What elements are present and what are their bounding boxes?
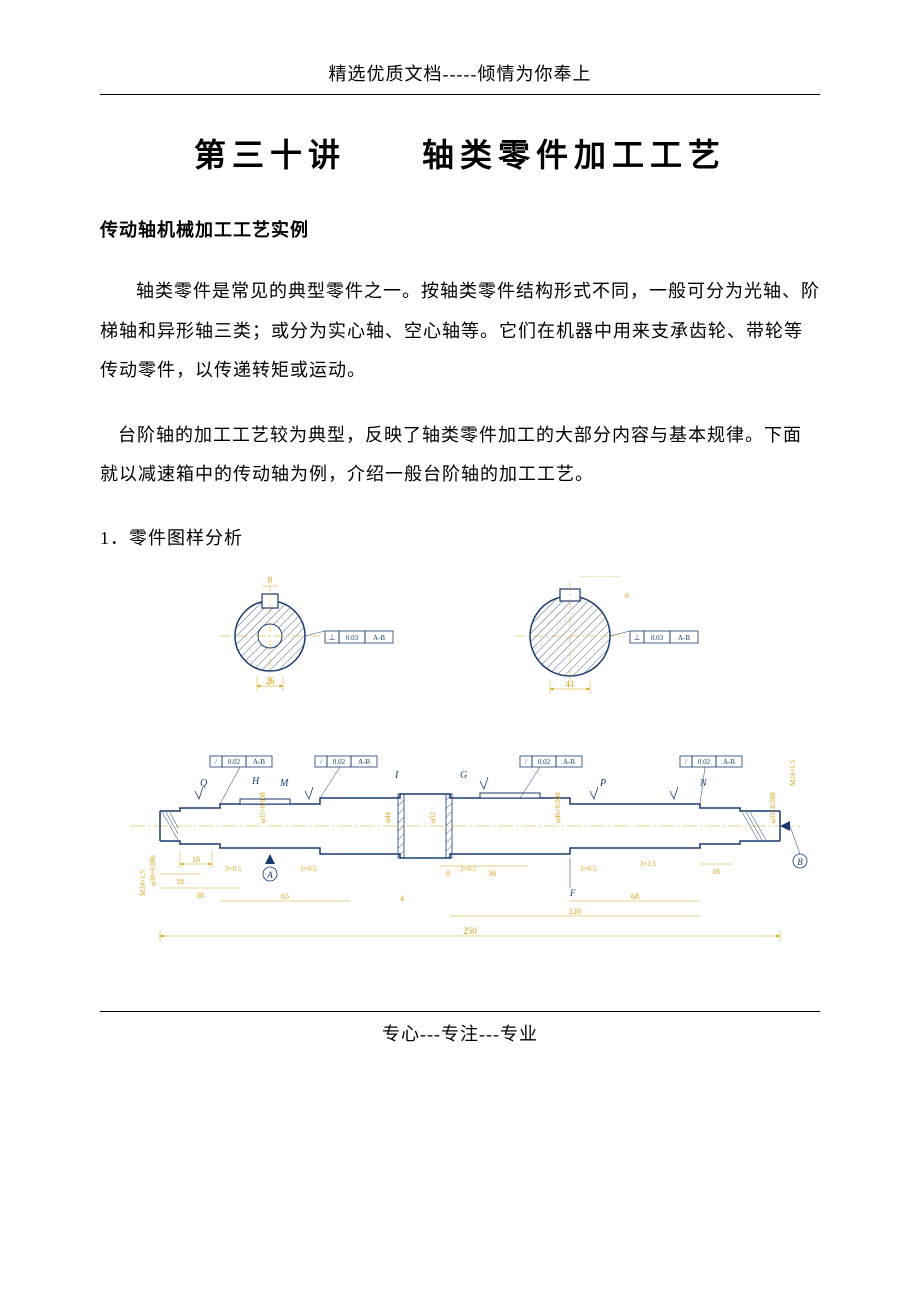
svg-text:φ52: φ52 [429, 811, 437, 823]
svg-text:A-B: A-B [678, 634, 690, 642]
svg-text:16: 16 [712, 867, 720, 876]
svg-text:26: 26 [266, 676, 276, 686]
svg-text:/: / [215, 758, 217, 766]
svg-text:G: G [460, 770, 467, 781]
subsection-heading: 1．零件图样分析 [100, 520, 820, 556]
svg-text:3×0.5: 3×0.5 [225, 865, 242, 873]
svg-text:0.02: 0.02 [538, 758, 551, 766]
datum-markers: A B F [263, 821, 807, 898]
top-right-section: 41 20.5 6 ⊥ 0.03 A-B [515, 576, 698, 694]
tolerance-boxes: / 0.02 A-B / 0.02 A-B / [210, 756, 742, 804]
svg-text:P: P [599, 778, 606, 789]
svg-text:⊥: ⊥ [634, 633, 641, 642]
svg-text:B: B [797, 857, 803, 867]
shaft-drawing-svg: 26 8 ⊥ 0.03 A-B 41 [100, 576, 820, 976]
svg-text:0.03: 0.03 [346, 634, 359, 642]
svg-text:0.02: 0.02 [698, 758, 711, 766]
svg-text:36: 36 [488, 869, 496, 878]
svg-text:/: / [525, 758, 527, 766]
svg-text:0.02: 0.02 [333, 758, 346, 766]
svg-text:A-B: A-B [358, 758, 370, 766]
svg-text:18: 18 [176, 877, 184, 886]
svg-text:4: 4 [400, 894, 404, 903]
footer-text: 专心---专注---专业 [382, 1024, 538, 1044]
svg-text:0.02: 0.02 [228, 758, 241, 766]
svg-text:φ44: φ44 [384, 811, 392, 823]
svg-text:N: N [699, 778, 708, 789]
main-shaft-view: / 0.02 A-B / 0.02 A-B / [130, 756, 807, 941]
svg-text:⊥: ⊥ [329, 633, 336, 642]
svg-text:φ30+0.006: φ30+0.006 [149, 855, 157, 886]
svg-text:3×0.5: 3×0.5 [300, 865, 317, 873]
svg-text:A: A [266, 870, 273, 880]
document-title: 第三十讲 轴类零件加工工艺 [100, 130, 820, 176]
page-header: 精选优质文档-----倾情为你奉上 [100, 60, 820, 95]
svg-text:A-B: A-B [253, 758, 265, 766]
svg-text:φ35+0.008: φ35+0.008 [769, 792, 777, 823]
svg-text:Q: Q [200, 778, 208, 789]
svg-text:68: 68 [631, 892, 639, 901]
engineering-diagram: 26 8 ⊥ 0.03 A-B 41 [100, 576, 820, 981]
svg-text:8: 8 [268, 576, 273, 585]
page-footer: 专心---专注---专业 [100, 1011, 820, 1046]
svg-text:φ46+0.008: φ46+0.008 [554, 792, 562, 823]
svg-text:3×0.5: 3×0.5 [460, 865, 477, 873]
svg-text:/: / [320, 758, 322, 766]
top-left-section: 26 8 ⊥ 0.03 A-B [220, 576, 393, 691]
svg-text:0.03: 0.03 [651, 634, 664, 642]
svg-text:8: 8 [446, 869, 450, 878]
svg-text:6: 6 [625, 591, 629, 600]
svg-text:φ35+0.008: φ35+0.008 [259, 792, 267, 823]
svg-text:A-B: A-B [723, 758, 735, 766]
svg-text:3×1.5: 3×1.5 [640, 860, 657, 868]
svg-text:3×0.5: 3×0.5 [580, 865, 597, 873]
svg-text:H: H [251, 776, 260, 787]
svg-text:M: M [279, 778, 289, 789]
section-heading: 传动轴机械加工工艺实例 [100, 216, 820, 242]
svg-text:F: F [569, 888, 576, 898]
svg-text:65: 65 [281, 892, 289, 901]
svg-text:M24×1.5: M24×1.5 [139, 870, 147, 896]
paragraph-1: 轴类零件是常见的典型零件之一。按轴类零件结构形式不同，一般可分为光轴、阶梯轴和异… [100, 272, 820, 391]
svg-text:38: 38 [196, 891, 204, 900]
svg-text:41: 41 [566, 679, 575, 689]
header-text: 精选优质文档-----倾情为你奉上 [329, 64, 592, 84]
svg-text:A-B: A-B [373, 634, 385, 642]
svg-text:A-B: A-B [563, 758, 575, 766]
svg-text:250: 250 [463, 926, 477, 936]
svg-text:M24×1.5: M24×1.5 [789, 760, 797, 786]
svg-text:I: I [394, 770, 399, 781]
svg-text:120: 120 [569, 907, 581, 916]
paragraph-2: 台阶轴的加工工艺较为典型，反映了轴类零件加工的大部分内容与基本规律。下面就以减速… [100, 416, 820, 495]
svg-text:/: / [685, 758, 687, 766]
svg-text:16: 16 [192, 855, 200, 864]
